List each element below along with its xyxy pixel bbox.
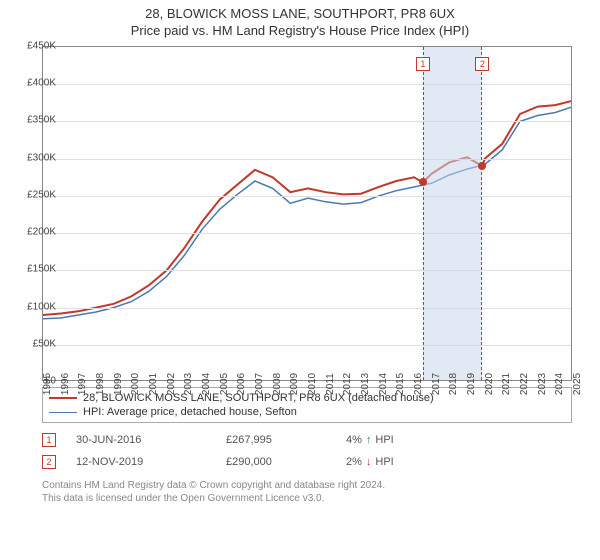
price-chart: 12 £0£50K£100K£150K£200K£250K£300K£350K£… (42, 46, 590, 381)
transaction-dot (478, 162, 486, 170)
page-subtitle: Price paid vs. HM Land Registry's House … (0, 23, 600, 38)
x-tick-label: 2019 (466, 373, 477, 395)
transaction-dot (419, 178, 427, 186)
series-line (43, 107, 572, 319)
x-tick-label: 2020 (484, 373, 495, 395)
transaction-delta: 4%↑HPI (346, 434, 466, 446)
legend-swatch (49, 397, 77, 399)
x-tick-label: 2010 (307, 373, 318, 395)
transaction-marker: 2 (475, 57, 489, 71)
footer-attribution: Contains HM Land Registry data © Crown c… (42, 479, 572, 505)
x-tick-label: 2007 (254, 373, 265, 395)
x-tick-label: 2000 (130, 373, 141, 395)
transaction-row: 1 30-JUN-2016£267,9954%↑HPI (42, 429, 572, 451)
x-tick-label: 1995 (42, 373, 53, 395)
transaction-date: 12-NOV-2019 (76, 456, 226, 468)
x-tick-label: 2016 (413, 373, 424, 395)
transactions-table: 1 30-JUN-2016£267,9954%↑HPI 2 12-NOV-2019£2… (42, 429, 572, 473)
x-tick-label: 2008 (272, 373, 283, 395)
legend-row: HPI: Average price, detached house, Seft… (49, 405, 565, 419)
y-tick-label: £400K (27, 78, 56, 89)
y-tick-label: £100K (27, 301, 56, 312)
y-tick-label: £50K (33, 338, 56, 349)
plot-area: 12 (42, 46, 572, 381)
transaction-row: 2 12-NOV-2019£290,0002%↓HPI (42, 451, 572, 473)
chart-lines-svg (43, 47, 572, 381)
x-tick-label: 2012 (342, 373, 353, 395)
x-tick-label: 2001 (148, 373, 159, 395)
x-tick-label: 2022 (519, 373, 530, 395)
gridline (43, 196, 571, 197)
transaction-index: 2 (42, 455, 56, 469)
transaction-date: 30-JUN-2016 (76, 434, 226, 446)
x-tick-label: 2018 (448, 373, 459, 395)
x-tick-label: 1997 (77, 373, 88, 395)
gridline (43, 270, 571, 271)
gridline (43, 159, 571, 160)
gridline (43, 308, 571, 309)
transaction-delta: 2%↓HPI (346, 456, 466, 468)
x-tick-label: 1999 (113, 373, 124, 395)
shaded-band (423, 47, 483, 380)
x-tick-label: 2003 (183, 373, 194, 395)
x-tick-label: 2015 (395, 373, 406, 395)
legend-swatch (49, 412, 77, 413)
page-title: 28, BLOWICK MOSS LANE, SOUTHPORT, PR8 6U… (0, 6, 600, 21)
y-tick-label: £200K (27, 227, 56, 238)
x-tick-label: 2024 (554, 373, 565, 395)
transaction-price: £267,995 (226, 434, 346, 446)
transaction-index: 1 (42, 433, 56, 447)
footer-line-1: Contains HM Land Registry data © Crown c… (42, 479, 572, 492)
y-tick-label: £150K (27, 264, 56, 275)
y-tick-label: £350K (27, 115, 56, 126)
x-tick-label: 2017 (431, 373, 442, 395)
x-tick-label: 2002 (166, 373, 177, 395)
series-line (43, 101, 572, 315)
transaction-marker: 1 (416, 57, 430, 71)
gridline (43, 121, 571, 122)
gridline (43, 233, 571, 234)
x-tick-label: 2005 (219, 373, 230, 395)
x-tick-label: 2009 (289, 373, 300, 395)
arrow-icon: ↑ (366, 434, 372, 446)
gridline (43, 84, 571, 85)
y-tick-label: £450K (27, 41, 56, 52)
x-tick-label: 2004 (201, 373, 212, 395)
y-tick-label: £300K (27, 152, 56, 163)
arrow-icon: ↓ (366, 456, 372, 468)
x-tick-label: 2021 (501, 373, 512, 395)
x-tick-label: 1998 (95, 373, 106, 395)
x-tick-label: 2013 (360, 373, 371, 395)
x-tick-label: 2025 (572, 373, 583, 395)
x-tick-label: 1996 (60, 373, 71, 395)
gridline (43, 345, 571, 346)
x-tick-label: 2011 (325, 373, 336, 395)
footer-line-2: This data is licensed under the Open Gov… (42, 492, 572, 505)
x-tick-label: 2006 (236, 373, 247, 395)
x-tick-label: 2023 (537, 373, 548, 395)
legend-label: HPI: Average price, detached house, Seft… (83, 406, 297, 418)
transaction-price: £290,000 (226, 456, 346, 468)
y-tick-label: £250K (27, 189, 56, 200)
x-tick-label: 2014 (378, 373, 389, 395)
